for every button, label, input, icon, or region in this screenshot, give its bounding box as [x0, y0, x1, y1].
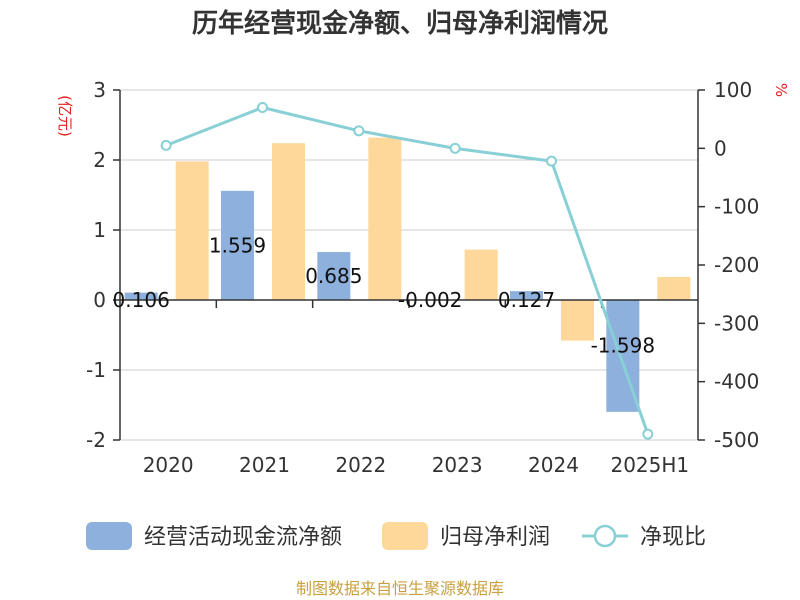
data-label: 0.127: [498, 288, 555, 312]
ratio-point: [546, 155, 557, 167]
net-profit-bar: [368, 137, 402, 300]
ratio-point: [160, 139, 172, 151]
left-tick-label: -2: [86, 428, 106, 452]
net-profit-bar: [561, 300, 594, 341]
right-tick-label: -300: [714, 311, 759, 335]
legend-swatch-cash-flow: [86, 522, 132, 550]
data-label: 0.685: [305, 264, 362, 288]
gridlines: [120, 89, 698, 441]
data-label: 0.106: [113, 288, 170, 312]
net-profit-bar: [657, 276, 691, 300]
bars: [124, 137, 691, 412]
right-tick-label: -200: [714, 253, 759, 277]
left-axis-unit: (亿元): [56, 95, 74, 137]
net-profit-bar: [272, 143, 305, 300]
net-profit-bar: [175, 161, 209, 300]
left-tick-label: 0: [93, 288, 106, 312]
legend-label: 归母净利润: [440, 525, 550, 550]
right-tick-label: 100: [714, 78, 752, 102]
ratio-point: [642, 428, 654, 440]
net-profit-bar: [464, 249, 498, 300]
data-label: 1.559: [209, 233, 266, 257]
right-tick-label: -100: [714, 195, 759, 219]
ratio-line: [160, 102, 654, 440]
x-tick-label: 2023: [432, 453, 483, 477]
legend-label: 净现比: [640, 525, 706, 550]
x-tick-label: 2021: [239, 453, 290, 477]
ratio-point: [353, 125, 365, 137]
x-tick-label: 2020: [143, 453, 194, 477]
cash-flow-bar: [317, 252, 351, 300]
left-tick-label: 1: [93, 218, 106, 242]
data-labels: 0.106 1.559 0.685 -0.002 0.127 -1.598: [113, 233, 656, 357]
right-axis-unit: %: [772, 83, 790, 97]
source-note: 制图数据来自恒生聚源数据库: [296, 579, 504, 598]
data-label: -0.002: [398, 288, 462, 312]
right-tick-label: -500: [714, 428, 759, 452]
legend: 经营活动现金流净额 归母净利润 净现比: [86, 522, 706, 550]
data-label: -1.598: [591, 334, 655, 358]
cash-flow-bar: [124, 292, 158, 300]
right-tick-label: 0: [714, 136, 727, 160]
x-tick-label: 2022: [335, 453, 386, 477]
right-tick-label: -400: [714, 370, 759, 394]
cash-flow-bar: [510, 291, 543, 300]
left-tick-label: 3: [93, 78, 106, 102]
legend-swatch-ratio-marker: [593, 524, 617, 548]
left-tick-label: -1: [86, 358, 106, 382]
ratio-point: [257, 102, 268, 113]
ratio-point: [449, 142, 461, 154]
ratio-line-path: [165, 105, 650, 435]
left-tick-label: 2: [93, 148, 106, 172]
x-tick-label: 2024: [528, 453, 579, 477]
x-tick-label: 2025H1: [610, 453, 689, 477]
legend-swatch-net-profit: [382, 522, 428, 550]
tick-labels: 3 2 1 0 -1 -2 100 0 -100 -200 -300 -400 -500 2020 2021…: [86, 78, 759, 477]
chart-title: 历年经营现金净额、归母净利润情况: [192, 8, 608, 39]
legend-label: 经营活动现金流净额: [144, 525, 342, 550]
cash-flow-bar: [221, 190, 254, 300]
